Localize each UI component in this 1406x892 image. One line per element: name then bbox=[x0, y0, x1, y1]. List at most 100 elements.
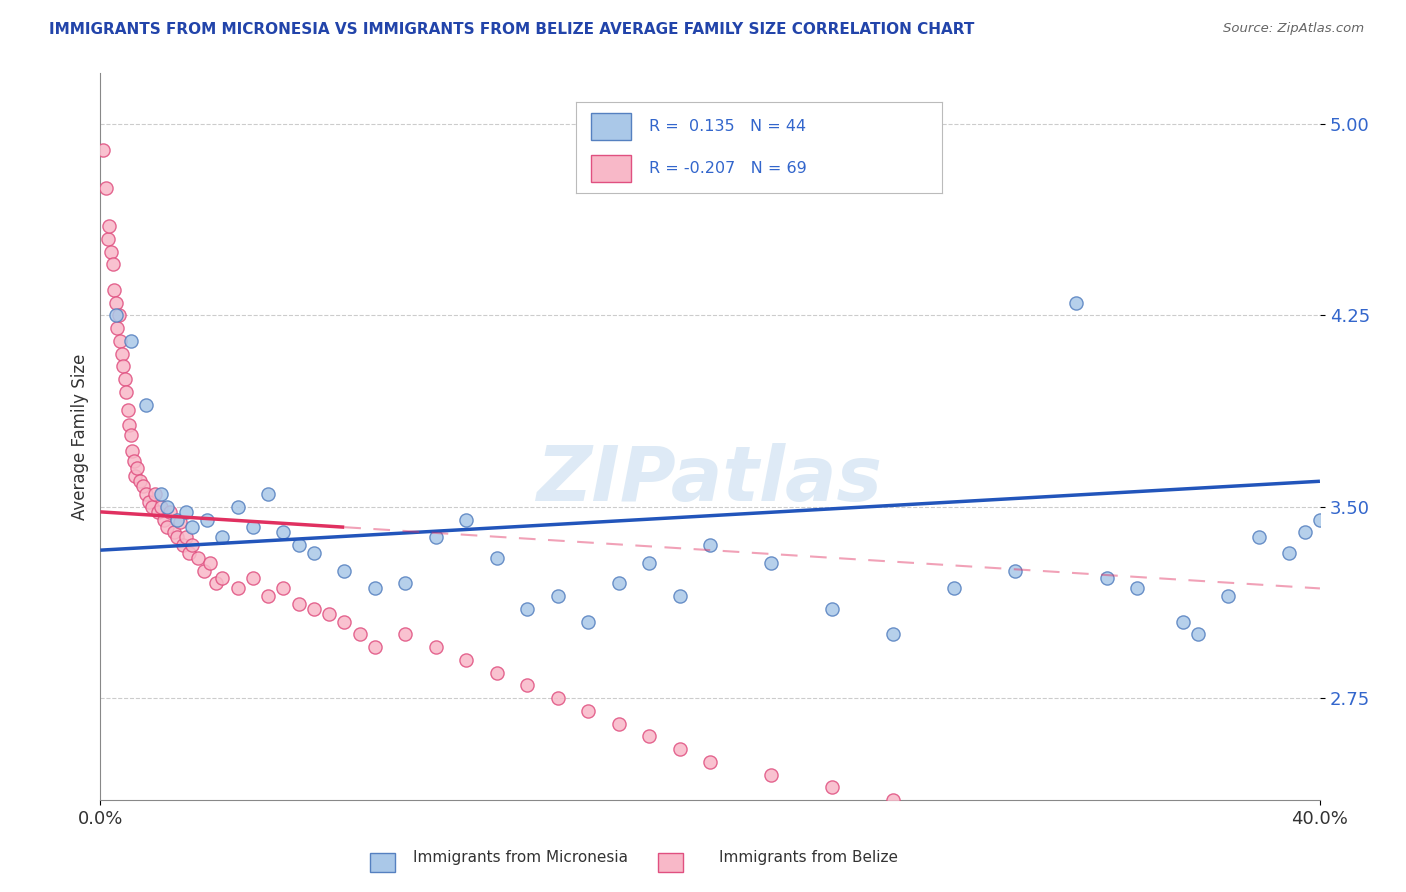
Point bbox=[205, 576, 228, 591]
Point bbox=[318, 607, 340, 621]
Point bbox=[1004, 564, 1026, 578]
Point bbox=[242, 520, 264, 534]
Point bbox=[668, 589, 690, 603]
Point bbox=[166, 512, 188, 526]
Point bbox=[271, 582, 294, 596]
Point bbox=[125, 461, 148, 475]
Point bbox=[104, 295, 127, 310]
Text: ZIPatlas: ZIPatlas bbox=[537, 443, 883, 517]
Point bbox=[638, 556, 661, 570]
Point bbox=[93, 143, 115, 157]
Point bbox=[226, 582, 249, 596]
Point bbox=[98, 219, 121, 233]
Point bbox=[302, 546, 325, 560]
Point bbox=[302, 602, 325, 616]
Point bbox=[132, 479, 155, 493]
Point bbox=[162, 525, 184, 540]
Point bbox=[148, 505, 170, 519]
Point bbox=[1218, 589, 1240, 603]
Point bbox=[576, 615, 599, 629]
Point bbox=[516, 678, 538, 692]
Point bbox=[198, 556, 221, 570]
Point bbox=[211, 571, 233, 585]
Point bbox=[124, 469, 146, 483]
Point bbox=[456, 653, 478, 667]
Point bbox=[364, 640, 387, 654]
Point bbox=[394, 576, 416, 591]
Point bbox=[211, 530, 233, 544]
Point bbox=[821, 602, 844, 616]
Point bbox=[180, 538, 202, 552]
Point bbox=[105, 321, 128, 335]
Point bbox=[120, 334, 142, 348]
Point bbox=[1171, 615, 1194, 629]
Point bbox=[97, 232, 120, 246]
Point bbox=[425, 530, 447, 544]
Point bbox=[607, 716, 630, 731]
Point bbox=[103, 283, 125, 297]
Point bbox=[1247, 530, 1270, 544]
Point bbox=[547, 589, 569, 603]
Y-axis label: Average Family Size: Average Family Size bbox=[72, 353, 89, 520]
Point bbox=[257, 487, 280, 501]
Point bbox=[882, 627, 904, 641]
Point bbox=[516, 602, 538, 616]
Point bbox=[759, 767, 782, 781]
Point bbox=[638, 730, 661, 744]
Point bbox=[141, 500, 163, 514]
Point bbox=[333, 615, 356, 629]
Point bbox=[943, 582, 966, 596]
Point bbox=[668, 742, 690, 756]
Point bbox=[485, 665, 508, 680]
Point bbox=[135, 487, 157, 501]
Point bbox=[607, 576, 630, 591]
Point bbox=[159, 505, 181, 519]
Point bbox=[115, 384, 138, 399]
Point bbox=[153, 512, 176, 526]
Point bbox=[138, 494, 160, 508]
Point bbox=[143, 487, 166, 501]
Point bbox=[174, 530, 197, 544]
Text: Source: ZipAtlas.com: Source: ZipAtlas.com bbox=[1223, 22, 1364, 36]
Point bbox=[156, 500, 179, 514]
Point bbox=[166, 530, 188, 544]
Point bbox=[187, 550, 209, 565]
Point bbox=[112, 359, 135, 374]
Point bbox=[287, 597, 309, 611]
Point bbox=[100, 244, 122, 259]
Point bbox=[111, 346, 134, 360]
Text: Immigrants from Belize: Immigrants from Belize bbox=[718, 850, 898, 865]
Point bbox=[242, 571, 264, 585]
Point bbox=[485, 550, 508, 565]
Point bbox=[882, 793, 904, 807]
Point bbox=[821, 780, 844, 795]
Point bbox=[425, 640, 447, 654]
Point bbox=[699, 755, 721, 769]
Point bbox=[271, 525, 294, 540]
Point bbox=[114, 372, 136, 386]
Point bbox=[195, 512, 218, 526]
Point bbox=[120, 428, 142, 442]
Point bbox=[122, 454, 145, 468]
Point bbox=[287, 538, 309, 552]
Point bbox=[364, 582, 387, 596]
Point bbox=[333, 564, 356, 578]
Point bbox=[1278, 546, 1301, 560]
Point bbox=[169, 515, 191, 529]
Point bbox=[156, 520, 179, 534]
Point bbox=[129, 475, 152, 489]
Point bbox=[150, 500, 173, 514]
Point bbox=[104, 309, 127, 323]
Point bbox=[1187, 627, 1209, 641]
Point bbox=[193, 564, 215, 578]
Point bbox=[180, 520, 202, 534]
Point bbox=[107, 309, 129, 323]
Point bbox=[1064, 295, 1087, 310]
Text: IMMIGRANTS FROM MICRONESIA VS IMMIGRANTS FROM BELIZE AVERAGE FAMILY SIZE CORRELA: IMMIGRANTS FROM MICRONESIA VS IMMIGRANTS… bbox=[49, 22, 974, 37]
Point bbox=[349, 627, 371, 641]
Point bbox=[1095, 571, 1118, 585]
Point bbox=[1294, 525, 1316, 540]
Point bbox=[759, 556, 782, 570]
Point bbox=[1309, 512, 1331, 526]
Point bbox=[108, 334, 131, 348]
